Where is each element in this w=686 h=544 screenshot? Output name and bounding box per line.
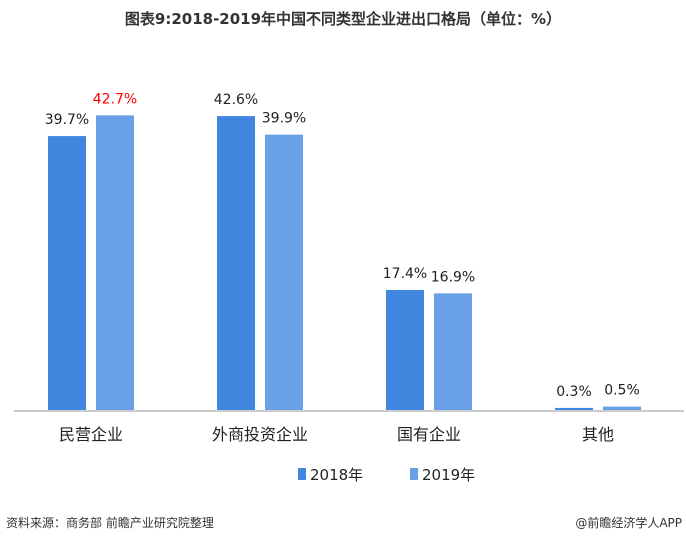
source-note: 资料来源：商务部 前瞻产业研究院整理 (6, 516, 214, 530)
bar-2019年-3 (603, 406, 641, 410)
bar-2019年-1 (265, 134, 303, 410)
legend-swatch (410, 468, 418, 480)
chart-title: 图表9:2018-2019年中国不同类型企业进出口格局（单位：%） (124, 10, 562, 28)
bar-2018年-0 (48, 136, 86, 410)
bar-2018年-3 (555, 407, 593, 410)
bar-2019年-0 (96, 115, 134, 411)
data-label: 42.6% (214, 92, 258, 108)
category-label: 国有企业 (397, 425, 461, 444)
legend-label: 2019年 (422, 466, 475, 484)
data-label: 39.7% (45, 112, 89, 128)
bar-2018年-2 (386, 289, 424, 410)
data-label: 0.3% (556, 384, 592, 400)
data-label: 17.4% (383, 266, 427, 282)
data-label: 0.5% (604, 383, 640, 399)
category-label: 民营企业 (59, 425, 123, 444)
category-label: 外商投资企业 (212, 425, 308, 444)
data-label: 39.9% (262, 111, 306, 127)
legend-label: 2018年 (310, 466, 363, 484)
brand-note: @前瞻经济学人APP (575, 516, 682, 530)
data-label: 16.9% (431, 269, 475, 285)
category-label: 其他 (582, 425, 614, 444)
data-label: 42.7% (93, 91, 137, 107)
legend-swatch (298, 468, 306, 480)
bar-2018年-1 (217, 116, 255, 410)
bar-2019年-2 (434, 293, 472, 410)
